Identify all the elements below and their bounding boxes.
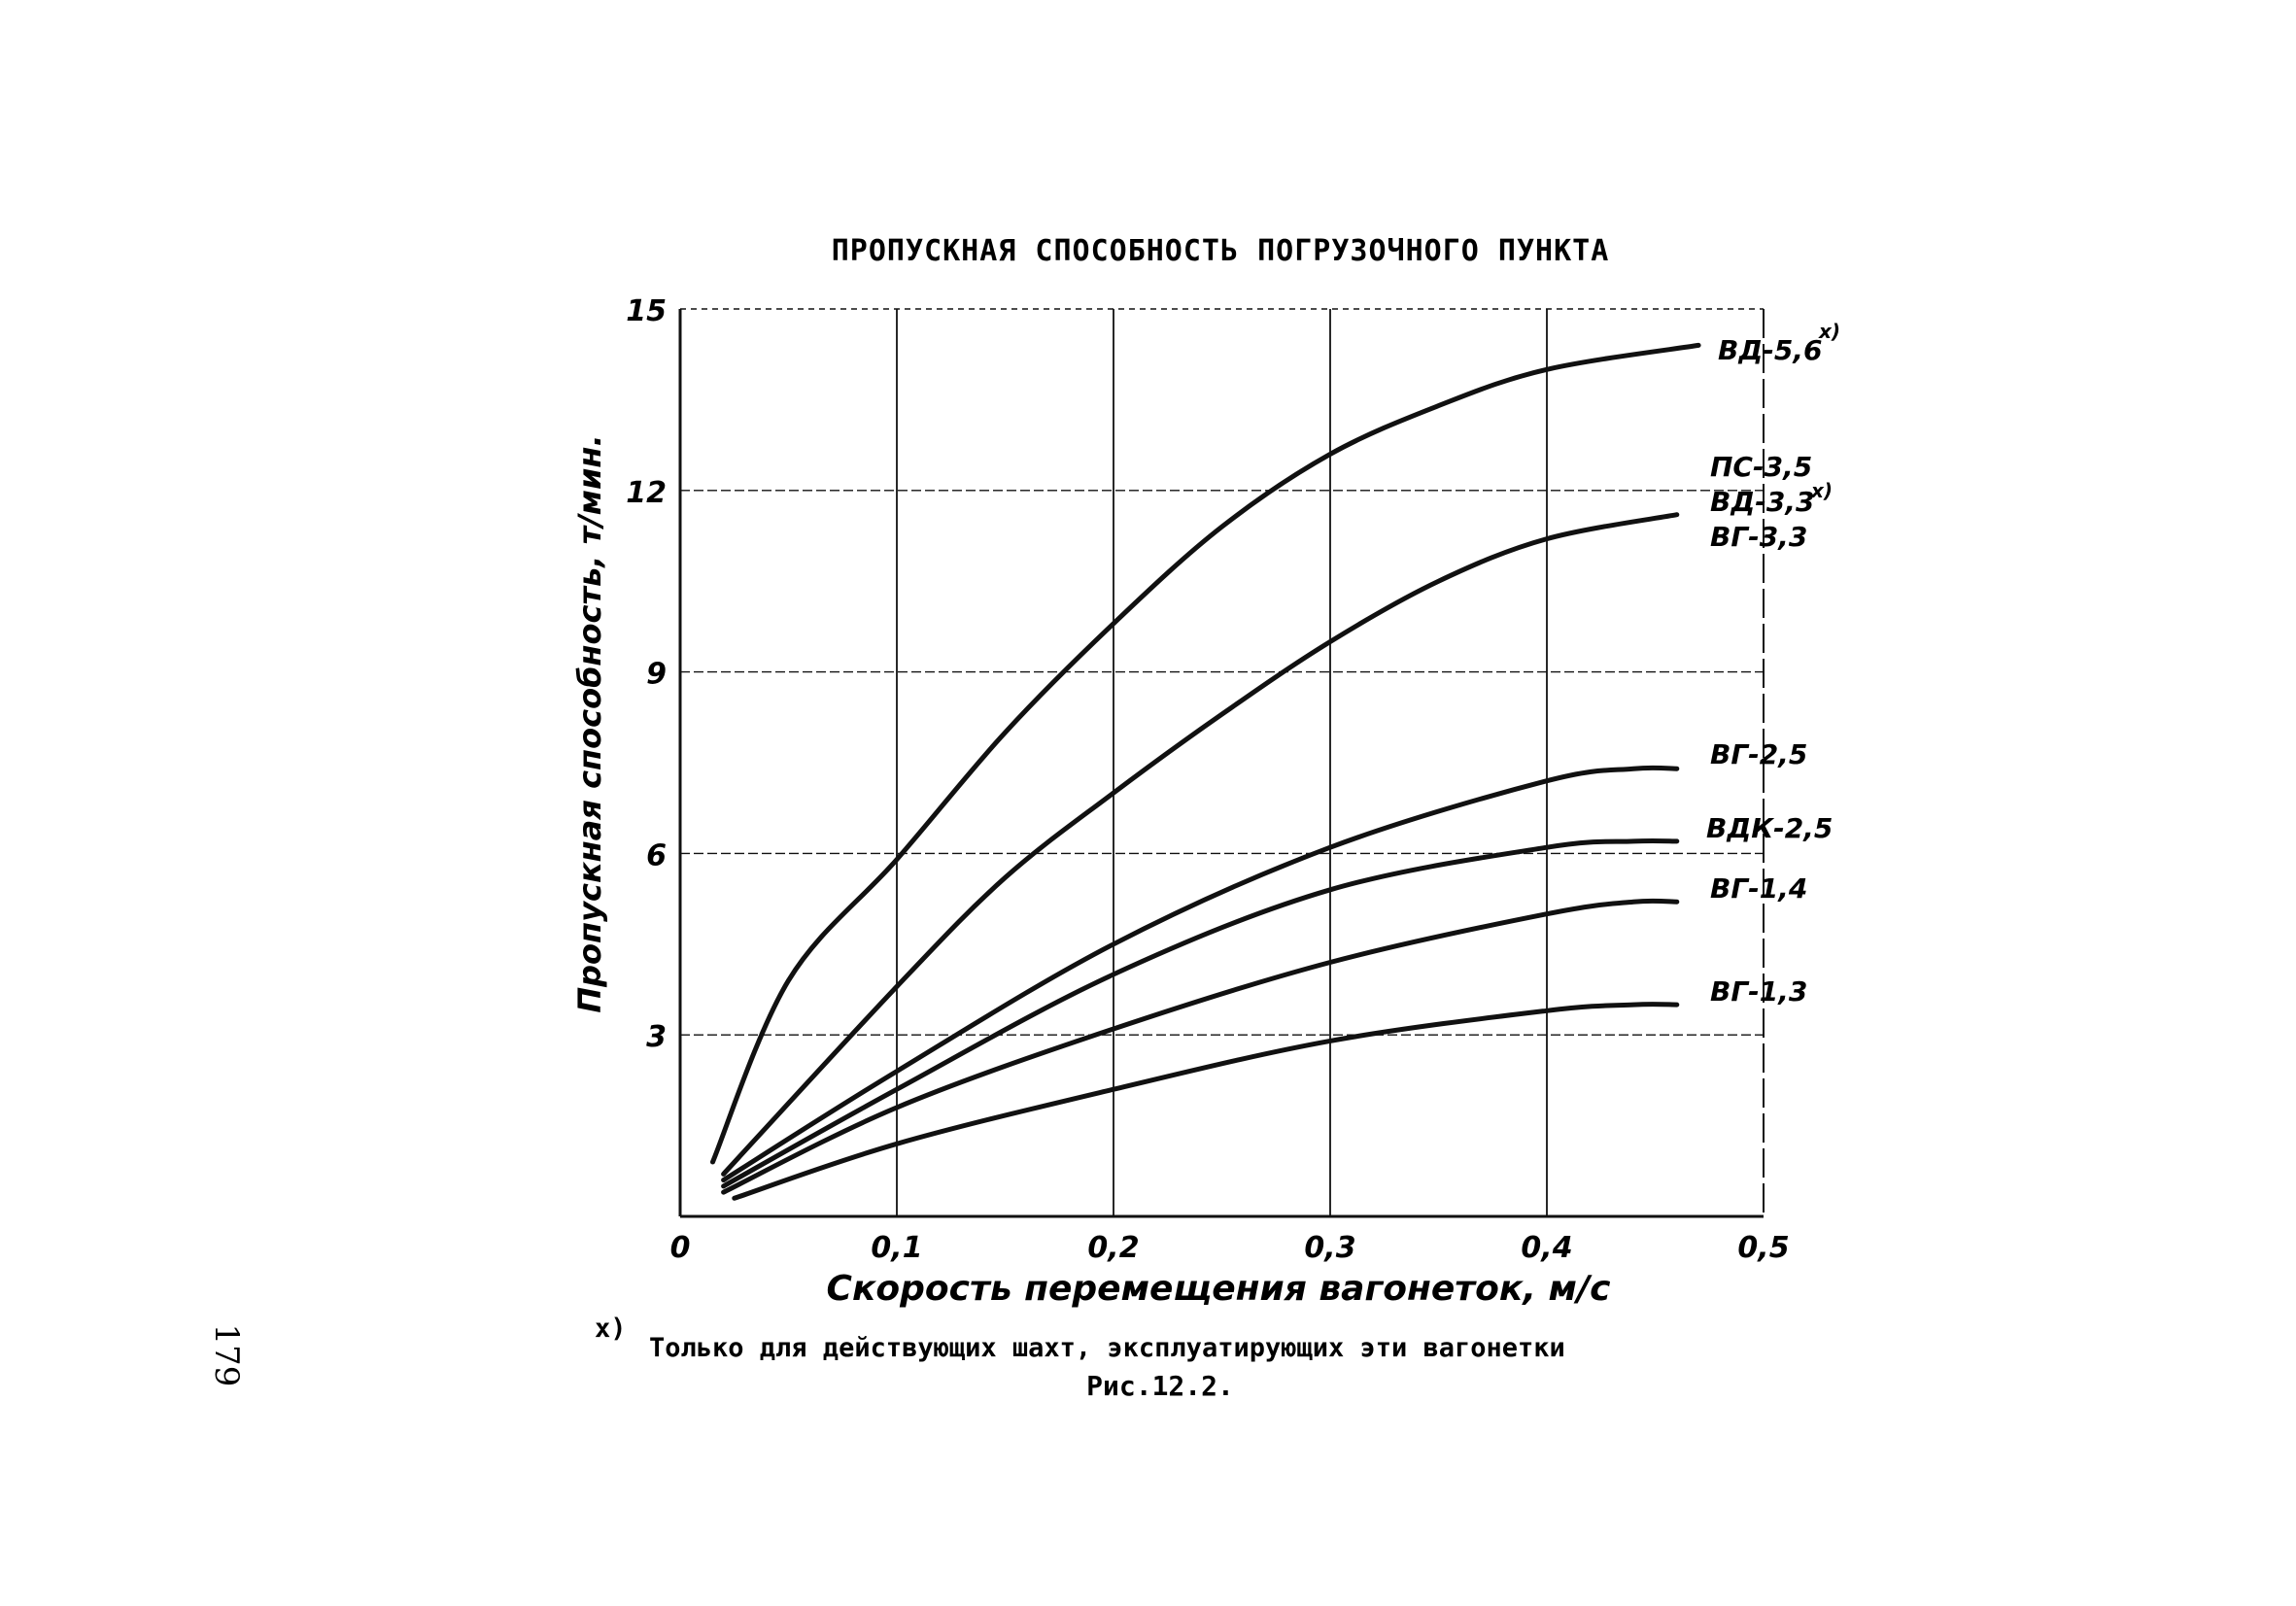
figure-caption: Рис.12.2.: [1086, 1370, 1234, 1402]
series-label-vg-2-5: ВГ-2,5: [1710, 738, 1807, 770]
y-tick-label-2: 9: [646, 658, 667, 692]
series-line-1: [710, 342, 1701, 1165]
tick-layer: 0 0,1 0,2 0,3 0,4 0,5 3 6 9 12 15: [626, 294, 1789, 1265]
chart-grid: [678, 308, 1765, 1218]
footnote-mark: x): [595, 1314, 627, 1344]
series-layer: [710, 342, 1701, 1201]
y-tick-label-3: 12: [626, 476, 667, 510]
x-tick-label-2: 0,2: [1087, 1231, 1139, 1265]
series-label-ps-3-5: ПС-3,5: [1710, 451, 1812, 483]
series-line-4: [721, 837, 1680, 1189]
y-tick-label-0: 3: [646, 1020, 667, 1054]
series-line-3: [721, 765, 1680, 1183]
series-label-vg-1-4: ВГ-1,4: [1710, 872, 1807, 905]
x-axis-label: Скорость перемещения вагонеток, м/с: [827, 1269, 1611, 1309]
footnote-text: Только для действующих шахт, эксплуатиру…: [649, 1333, 1565, 1363]
x-tick-label-4: 0,4: [1521, 1231, 1572, 1265]
y-tick-label-1: 6: [646, 838, 667, 872]
page-number: 179: [207, 1324, 246, 1387]
series-label-vdk-2-5: ВДК-2,5: [1706, 812, 1833, 844]
chart-title: ПРОПУСКНАЯ СПОСОБНОСТЬ ПОГРУЗОЧНОГО ПУНК…: [832, 234, 1610, 268]
x-tick-label-0: 0: [670, 1231, 691, 1265]
series-line-6: [732, 1002, 1680, 1201]
series-line-5: [721, 898, 1680, 1195]
series-line-2: [721, 512, 1680, 1177]
footnote-mark-vd-3-3: x): [1810, 479, 1833, 502]
series-label-vd-3-3: ВД-3,3: [1710, 486, 1815, 518]
x-tick-label-1: 0,1: [871, 1231, 922, 1265]
x-tick-label-5: 0,5: [1737, 1231, 1789, 1265]
footnote-mark-vd-5-6: x): [1818, 320, 1840, 343]
y-axis-label: Пропускная способность, т/мин.: [571, 434, 608, 1012]
series-label-vg-3-3: ВГ-3,3: [1710, 521, 1807, 553]
series-label-vg-1-3: ВГ-1,3: [1710, 975, 1807, 1008]
y-tick-label-4: 15: [626, 294, 667, 328]
series-label-vd-5-6: ВД-5,6: [1718, 334, 1823, 366]
x-tick-label-3: 0,3: [1304, 1231, 1355, 1265]
